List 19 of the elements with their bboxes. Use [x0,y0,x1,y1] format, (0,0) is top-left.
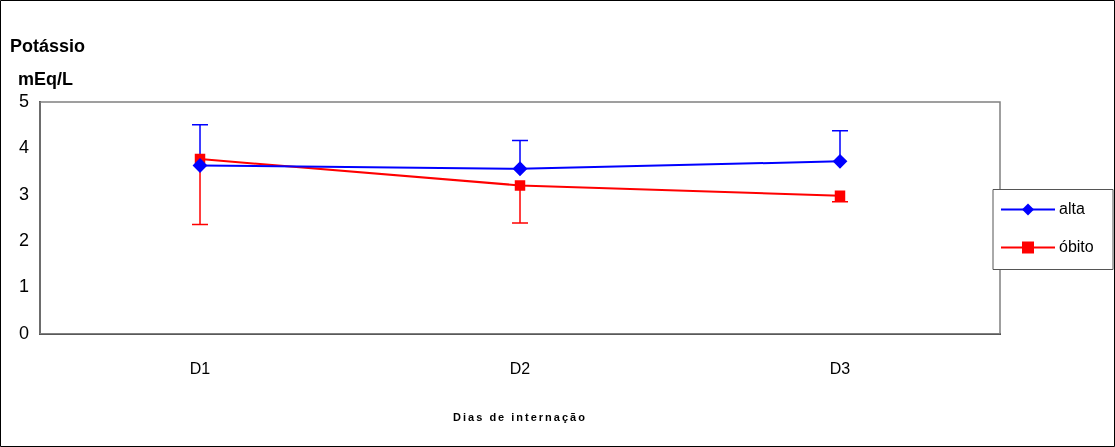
point [513,161,528,176]
x-axis-title: Dias de internação [453,411,587,424]
point [834,190,846,201]
y-tick-label: 0 [19,322,30,343]
y-axis-title: mEq/L [18,68,74,89]
legend-label: alta [1059,199,1085,217]
point [833,154,847,169]
y-tick-label: 5 [19,90,30,111]
y-tick-label: 1 [19,276,30,297]
y-tick-label: 2 [19,230,30,251]
chart-title: Potássio [10,35,86,56]
x-tick-label: D1 [189,359,211,377]
x-tick-label: D3 [829,359,851,377]
x-tick-label: D2 [509,359,531,377]
point [193,158,208,173]
y-tick-label: 3 [19,183,30,204]
y-tick-label: 4 [19,137,30,158]
point [514,180,526,191]
legend-label: óbito [1059,237,1094,255]
